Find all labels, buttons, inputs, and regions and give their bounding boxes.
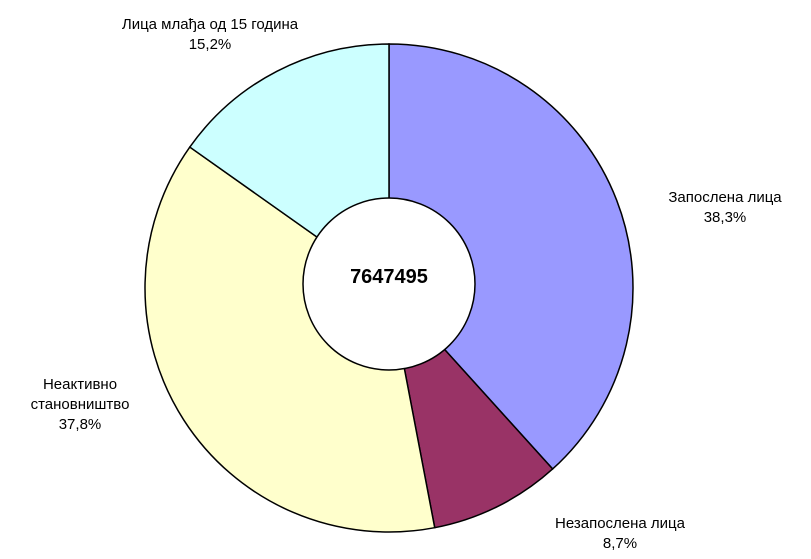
value-label: 15,2% — [188, 36, 232, 53]
slice-label: Лица млађа од 15 година 15,2% — [120, 15, 300, 55]
slice-label: Неактивно становништво 37,8% — [5, 375, 155, 435]
center-label: 7647495 — [350, 266, 428, 288]
value-label: 8,7% — [602, 535, 638, 552]
value-label: 37,8% — [58, 416, 102, 433]
category-label: Запослена лица — [668, 189, 782, 206]
category-label: Неактивно становништво — [30, 376, 130, 413]
donut-hole — [302, 197, 476, 371]
slice — [388, 43, 634, 471]
slice — [144, 146, 436, 533]
category-label: Незапослена лица — [555, 515, 685, 532]
slice-label: Запослена лица 38,3% — [630, 188, 811, 228]
slice-label: Незапослена лица 8,7% — [510, 514, 730, 554]
value-label: 38,3% — [703, 209, 747, 226]
category-label: Лица млађа од 15 година — [121, 16, 299, 33]
